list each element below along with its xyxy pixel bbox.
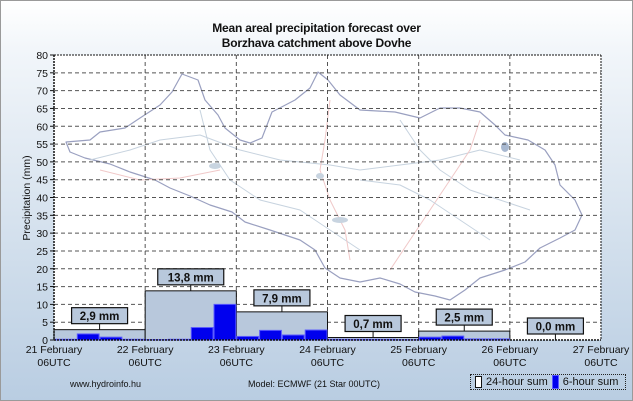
daily-sum-label: 7,9 mm [262, 293, 302, 305]
daily-sum-label-box [526, 317, 585, 335]
x-tick-label-hour: 06UTC [129, 357, 163, 369]
y-tick-label: 20 [36, 264, 48, 276]
x-tick-label-day: 26 February [482, 344, 539, 356]
y-tick-label: 0 [42, 335, 48, 347]
daily-sum-label: 2,9 mm [80, 311, 120, 323]
x-tick-label-day: 25 February [390, 344, 447, 356]
y-tick-label: 50 [36, 157, 48, 169]
daily-sum-label: 2,5 mm [444, 313, 484, 325]
six-hour-bar [259, 329, 282, 341]
x-tick-label-hour: 06UTC [220, 357, 254, 369]
source-link[interactable]: www.hydroinfo.hu [70, 379, 142, 389]
x-tick-label-hour: 06UTC [402, 357, 436, 369]
daily-sum-label-box [344, 314, 402, 333]
six-hour-bar [441, 335, 465, 341]
daily-sum-labels: 2,9 mm 13,8 mm 7,9 mm 0,7 mm 2,5 mm 0,0 mm [70, 268, 585, 340]
six-hour-bar [99, 336, 123, 341]
daily-sum-label-box [70, 307, 129, 325]
x-tick-label-hour: 06UTC [584, 357, 618, 369]
y-tick-label: 25 [36, 246, 48, 258]
y-tick-label: 65 [36, 103, 48, 115]
x-tick-label-day: 24 February [299, 344, 356, 356]
chart-title-line-2: Borzhava catchment above Dovhe [221, 36, 412, 50]
catchment-map-background [65, 71, 583, 301]
y-tick-label: 55 [36, 139, 48, 151]
x-tick-label-day: 27 February [573, 344, 630, 356]
y-tick-label: 5 [42, 317, 48, 329]
six-hour-bar [213, 303, 237, 341]
y-tick-label: 10 [36, 299, 48, 311]
daily-sum-legend-swatch [475, 376, 482, 388]
six-hour-bar [281, 334, 305, 341]
y-tick-label: 40 [36, 193, 48, 205]
y-tick-labels: 0 5 10 15 20 25 30 35 40 45 50 55 60 65 70 75 80 [36, 50, 54, 347]
six-hour-bars [54, 303, 510, 341]
x-tick-label-hour: 06UTC [493, 357, 527, 369]
x-tick-label-hour: 06UTC [37, 357, 71, 369]
daily-sum-label-box [435, 308, 493, 326]
y-tick-label: 70 [36, 86, 48, 98]
daily-sum-label-box [253, 289, 311, 307]
daily-sum-label: 0,7 mm [353, 319, 393, 331]
x-tick-label-hour: 06UTC [311, 357, 345, 369]
y-tick-label: 60 [36, 121, 48, 133]
six-hour-bar [304, 329, 328, 341]
daily-sum-label: 0,0 mm [536, 322, 576, 334]
six-hour-legend-label: 6-hour sum [562, 376, 619, 388]
grid-lines [54, 55, 601, 340]
six-hour-bar [190, 327, 214, 341]
y-tick-label: 45 [36, 175, 48, 187]
y-tick-label: 75 [36, 68, 48, 80]
y-tick-label: 35 [36, 210, 48, 222]
model-info: Model: ECMWF (21 Star 00UTC) [248, 379, 381, 389]
x-tick-label-day: 22 February [117, 344, 174, 356]
y-axis-label: Precipitation (mm) [21, 155, 33, 240]
six-hour-legend-swatch [551, 375, 559, 389]
x-tick-label-day: 23 February [208, 344, 265, 356]
six-hour-bar [76, 333, 100, 341]
daily-sum-label: 13,8 mm [168, 272, 214, 284]
x-tick-label-day: 21 February [26, 344, 83, 356]
y-tick-label: 30 [36, 228, 48, 240]
daily-sum-label-box [157, 268, 225, 286]
chart-legend: 24-hour sum 6-hour sum [470, 374, 626, 390]
y-tick-label: 15 [36, 282, 48, 294]
y-tick-label: 80 [36, 50, 48, 62]
chart-title-line-1: Mean areal precipitation forecast over [212, 21, 421, 35]
daily-sum-legend-label: 24-hour sum [486, 376, 548, 388]
